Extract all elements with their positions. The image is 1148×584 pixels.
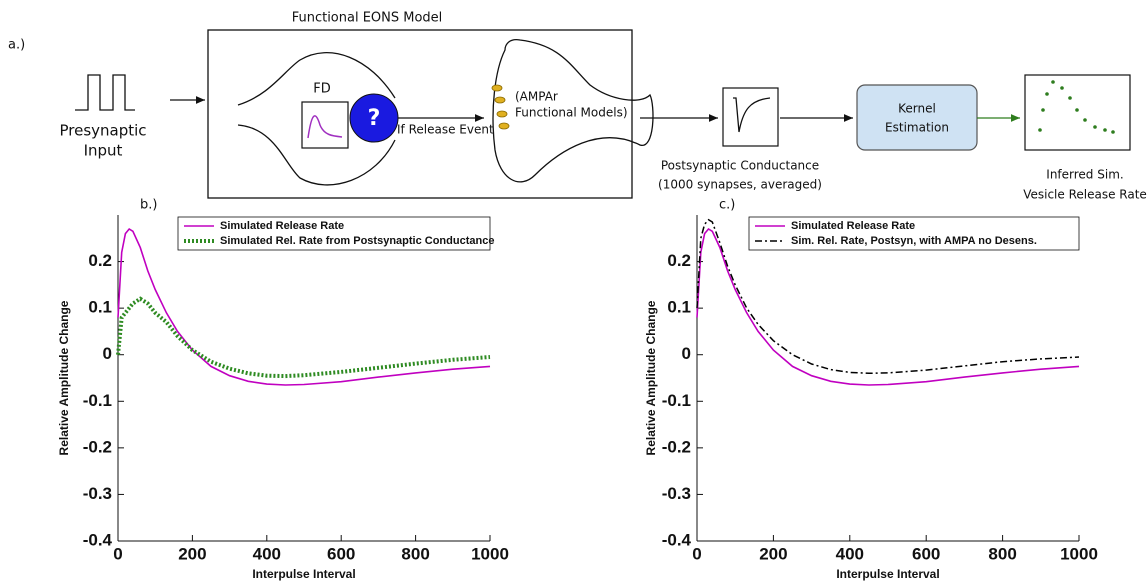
- y-tick-label: -0.2: [83, 437, 112, 456]
- y-axis-label: Relative Amplitude Change: [57, 300, 71, 455]
- legend-label: Simulated Release Rate: [220, 220, 344, 232]
- fd-label: FD: [313, 82, 331, 97]
- y-tick-label: -0.3: [83, 484, 112, 503]
- y-tick-label: 0.1: [667, 298, 691, 317]
- series-line: [116, 296, 491, 379]
- kernel-label: Estimation: [885, 121, 949, 135]
- x-tick-label: 400: [253, 544, 281, 563]
- diagram: a.) Functional EONS Model Presynaptic In…: [8, 11, 1147, 202]
- x-tick-label: 800: [401, 544, 429, 563]
- input-label: Input: [84, 142, 123, 160]
- legend-label: Simulated Release Rate: [791, 220, 915, 232]
- y-tick-label: 0: [103, 344, 112, 363]
- x-tick-label: 600: [327, 544, 355, 563]
- ampar-receptors: [491, 84, 510, 130]
- y-tick-label: -0.1: [83, 391, 112, 410]
- conductance-trace: [733, 97, 771, 133]
- output-label: Vesicle Release Rate: [1023, 188, 1147, 202]
- series-line: [696, 227, 1080, 386]
- pulse-train: [75, 74, 135, 111]
- y-tick-label: 0.2: [667, 251, 691, 270]
- ampar-label: (AMPAr: [515, 90, 558, 104]
- y-tick-label: 0.1: [88, 298, 112, 317]
- legend-box: [748, 216, 1080, 251]
- input-label: Presynaptic: [59, 122, 146, 140]
- kernel-label: Kernel: [898, 102, 936, 116]
- fd-curve: [307, 115, 343, 139]
- presynaptic-terminal: [237, 52, 396, 186]
- y-tick-label: -0.1: [662, 391, 691, 410]
- x-axis-label: Interpulse Interval: [252, 567, 355, 581]
- diagram-title: Functional EONS Model: [292, 11, 443, 26]
- release-label: If Release Event: [397, 123, 494, 137]
- fd-box: [301, 101, 349, 149]
- kernel-box: [856, 84, 978, 151]
- conductance-label: (1000 synapses, averaged): [658, 178, 822, 192]
- model-box: [207, 29, 633, 199]
- x-tick-label: 0: [113, 544, 122, 563]
- x-tick-label: 0: [692, 544, 701, 563]
- x-tick-label: 400: [836, 544, 864, 563]
- conductance-label: Postsynaptic Conductance: [661, 159, 819, 173]
- series-line: [696, 218, 1080, 375]
- x-tick-label: 200: [759, 544, 787, 563]
- output-label: Inferred Sim.: [1046, 168, 1123, 182]
- x-axis-label: Interpulse Interval: [836, 567, 939, 581]
- output-dots: [1038, 80, 1115, 134]
- y-tick-label: -0.4: [83, 530, 113, 549]
- ampar-label: Functional Models): [515, 106, 628, 120]
- y-tick-label: 0.2: [88, 251, 112, 270]
- question-mark: ?: [368, 106, 381, 131]
- y-tick-label: -0.2: [662, 437, 691, 456]
- y-tick-label: -0.3: [662, 484, 691, 503]
- y-tick-label: -0.4: [662, 530, 692, 549]
- legend-label: Sim. Rel. Rate, Postsyn, with AMPA no De…: [791, 235, 1037, 247]
- x-tick-label: 1000: [1060, 544, 1098, 563]
- output-box: [1024, 74, 1131, 151]
- panel-label: b.): [140, 198, 157, 213]
- y-axis-label: Relative Amplitude Change: [644, 300, 658, 455]
- panel-label: a.): [8, 38, 25, 53]
- x-tick-label: 800: [988, 544, 1016, 563]
- y-tick-label: 0: [682, 344, 691, 363]
- panel-label: c.): [719, 198, 735, 213]
- x-tick-label: 200: [178, 544, 206, 563]
- x-tick-label: 1000: [471, 544, 509, 563]
- legend-label: Simulated Rel. Rate from Postsynaptic Co…: [220, 235, 494, 247]
- legend-box: [177, 216, 491, 251]
- postsynaptic-spine: [492, 38, 654, 183]
- x-tick-label: 600: [912, 544, 940, 563]
- conductance-box: [722, 87, 779, 147]
